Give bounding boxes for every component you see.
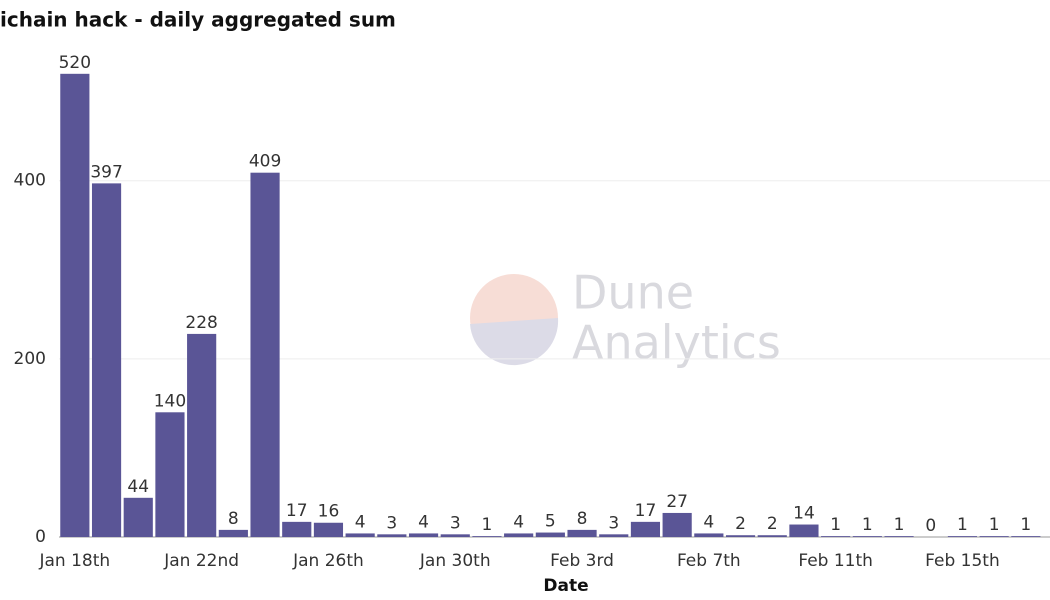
bar — [60, 73, 90, 537]
bar — [187, 333, 217, 537]
x-axis-label: Date — [543, 576, 588, 596]
data-label: 228 — [185, 313, 217, 333]
bar — [535, 532, 565, 537]
bar — [123, 497, 153, 537]
data-label: 1 — [989, 515, 1000, 535]
bar — [567, 529, 597, 537]
data-label: 14 — [793, 504, 815, 524]
bar — [504, 533, 534, 537]
x-tick-label: Jan 26th — [292, 551, 364, 571]
watermark: Dune Analytics — [470, 266, 781, 370]
data-label: 1 — [862, 515, 873, 535]
data-label: 5 — [545, 512, 556, 532]
data-label: 2 — [767, 514, 778, 534]
data-label: 397 — [90, 162, 122, 182]
bar — [218, 529, 248, 537]
data-label: 1 — [1020, 515, 1031, 535]
data-label: 4 — [703, 512, 714, 532]
data-label: 1 — [894, 515, 905, 535]
data-label: 17 — [635, 501, 657, 521]
data-label: 2 — [735, 514, 746, 534]
bar — [947, 536, 978, 537]
bar — [155, 412, 185, 537]
watermark-text: Analytics — [572, 316, 781, 370]
bar — [377, 534, 407, 537]
bar — [789, 524, 819, 537]
y-tick-label: 0 — [35, 527, 46, 547]
bar — [345, 533, 375, 537]
data-label: 3 — [386, 513, 397, 533]
data-label: 1 — [482, 515, 493, 535]
bar — [313, 522, 344, 537]
data-label: 140 — [154, 391, 186, 411]
data-label: 17 — [286, 501, 308, 521]
y-tick-label: 200 — [14, 349, 46, 369]
data-label: 27 — [666, 492, 688, 512]
x-tick-label: Jan 30th — [419, 551, 491, 571]
data-label: 3 — [608, 513, 619, 533]
bar — [662, 512, 692, 537]
x-tick-label: Feb 7th — [677, 551, 741, 571]
data-label: 4 — [418, 512, 429, 532]
bar — [821, 536, 851, 537]
watermark-text: Dune — [572, 266, 694, 320]
x-tick-label: Jan 22nd — [163, 551, 239, 571]
bar — [852, 536, 882, 537]
bar — [725, 535, 756, 537]
bar — [472, 536, 502, 537]
chart-title: ichain hack - daily aggregated sum — [0, 8, 396, 32]
data-label: 0 — [925, 516, 936, 536]
bar — [884, 536, 914, 537]
bar — [694, 533, 724, 537]
bar — [91, 183, 122, 538]
bar — [599, 534, 629, 537]
y-tick-label: 400 — [14, 171, 46, 191]
bar — [440, 534, 470, 537]
data-label: 1 — [957, 515, 968, 535]
data-label: 44 — [127, 477, 149, 497]
x-tick-label: Jan 18th — [39, 551, 111, 571]
data-label: 4 — [355, 512, 366, 532]
bar — [630, 521, 661, 537]
data-label: 520 — [59, 53, 91, 73]
x-tick-label: Feb 3rd — [550, 551, 614, 571]
data-label: 1 — [830, 515, 841, 535]
x-tick-label: Feb 15th — [925, 551, 1000, 571]
data-label: 8 — [228, 509, 239, 529]
logo-part — [470, 318, 559, 366]
data-label: 16 — [318, 502, 340, 522]
bar — [1011, 536, 1041, 537]
data-label: 3 — [450, 513, 461, 533]
data-label: 8 — [577, 509, 588, 529]
data-label: 409 — [249, 152, 281, 172]
bar — [757, 535, 787, 537]
bar — [282, 521, 312, 537]
bar — [250, 172, 280, 537]
x-tick-label: Feb 11th — [798, 551, 873, 571]
bar — [979, 536, 1009, 537]
data-label: 4 — [513, 512, 524, 532]
bar — [408, 533, 439, 537]
